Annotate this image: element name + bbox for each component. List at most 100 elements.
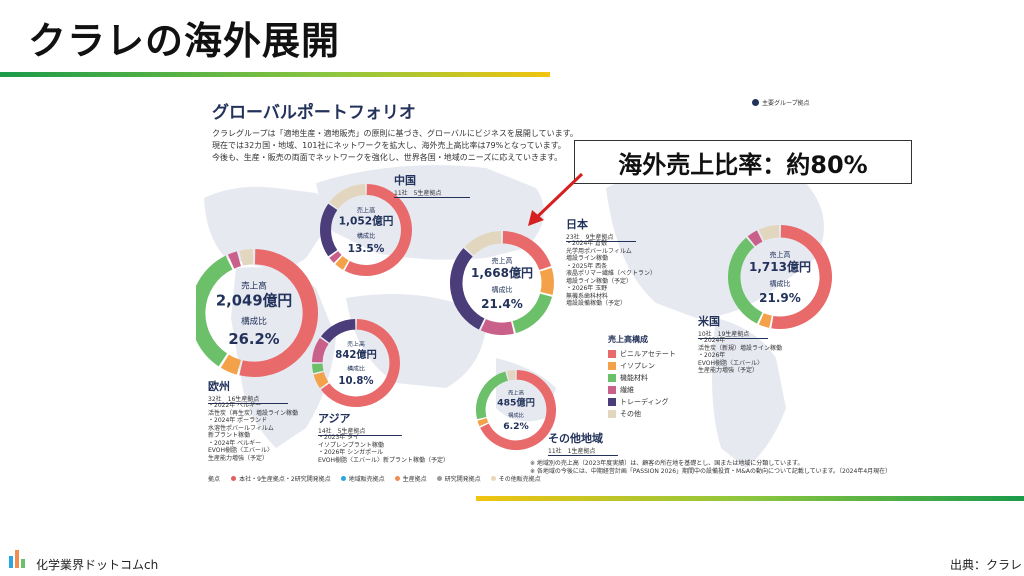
- china-label-ratio: 構成比: [357, 232, 376, 240]
- legend-label: その他: [620, 410, 641, 418]
- other-ratio-value: 6.2%: [503, 421, 529, 432]
- legend-label: 繊維: [620, 386, 634, 394]
- region-sub: 11社 1生産拠点: [548, 448, 596, 455]
- legend-item: ビニルアセテート: [608, 348, 676, 360]
- key-items: 本社・9生産拠点・2研究開発拠点 地域販売拠点 生産拠点 研究開発拠点 その他販売拠点: [231, 466, 551, 485]
- key-label: 生産拠点: [402, 476, 427, 483]
- japan-ratio-value: 21.4%: [481, 297, 523, 311]
- region-name: 欧州: [208, 380, 230, 393]
- asia-ratio-value: 10.8%: [338, 376, 373, 387]
- legend-swatch: [608, 362, 616, 370]
- asia-slice-0: [320, 319, 400, 407]
- panel-title: グローバルポートフォリオ: [212, 103, 416, 123]
- legend-item: 機能材料: [608, 372, 676, 384]
- legend-swatch: [608, 386, 616, 394]
- other-sales-value: 485億円: [497, 396, 535, 408]
- note-line: 活性炭（新規）増設ライン稼働: [698, 344, 783, 352]
- china-slice-3: [329, 251, 342, 263]
- region-sub: 23社 9生産拠点: [566, 234, 614, 241]
- japan-slice-3: [480, 318, 514, 335]
- region-japan: 日本 23社 9生産拠点: [566, 216, 636, 242]
- legend-item: イソプレン: [608, 360, 676, 372]
- key-label: その他販売拠点: [498, 476, 541, 483]
- title-underline: [0, 72, 550, 77]
- region-asia: アジア 14社 5生産拠点: [318, 410, 402, 436]
- footer-source: 出典：クラレ: [950, 558, 1023, 572]
- legend-items: ビニルアセテート イソプレン 機能材料 繊維 トレーディング その他: [608, 348, 676, 420]
- usa-slice-2: [728, 237, 763, 324]
- china-label-sales: 売上高: [357, 206, 376, 214]
- region-name: 米国: [698, 315, 720, 328]
- key-item: 生産拠点: [394, 474, 427, 483]
- europe-slice-1: [220, 354, 242, 375]
- china-slice-1: [335, 255, 349, 270]
- europe-sales-value: 2,049億円: [216, 292, 292, 310]
- legend-swatch: [608, 350, 616, 358]
- intro-line-3: 今後も、生産・販売の両面でネットワークを強化し、世界各国・地域のニーズに応えてい…: [212, 153, 563, 162]
- note-line: 無機系歯科材料: [566, 292, 609, 300]
- japan-slice-0: [502, 231, 552, 271]
- china-sales-value: 1,052億円: [339, 215, 394, 228]
- hq-legend: 主要グループ拠点: [752, 98, 810, 107]
- key-dot-icon: [394, 476, 400, 481]
- other-slice-1: [477, 418, 489, 427]
- note-line: 生産能力増強（予定）: [208, 454, 269, 462]
- key-dot-icon: [340, 476, 346, 481]
- europe-slice-3: [227, 251, 242, 269]
- note-line: 活性炭（再生炭）増設ライン稼働: [208, 409, 299, 417]
- note-line: ・2023年 タイ: [318, 434, 360, 441]
- usa-label-ratio: 構成比: [770, 279, 791, 288]
- note-line: ・2024年 ベルギー: [208, 439, 262, 447]
- note-line: EVOH樹脂〈エバール〉: [698, 359, 764, 367]
- legend-label: イソプレン: [620, 362, 655, 370]
- note-line: ・2024年: [698, 337, 726, 344]
- note-line: 新プラント稼働: [208, 432, 251, 439]
- region-china: 中国 11社 5生産拠点: [394, 172, 470, 198]
- japan-slice-1: [539, 267, 554, 295]
- note-line: ・2024年 ポーランド: [208, 417, 268, 424]
- site-key: 拠点 本社・9生産拠点・2研究開発拠点 地域販売拠点 生産拠点 研究開発拠点 その他販売…: [208, 466, 551, 485]
- asia-slice-4: [320, 319, 356, 344]
- usa-slice-3: [747, 230, 763, 247]
- legend-title: 売上高構成: [608, 335, 648, 344]
- japan-slice-4: [450, 248, 485, 330]
- note-line: 増設設備稼働（予定）: [566, 300, 627, 307]
- note-line: 増設ライン稼働: [566, 255, 609, 262]
- callout-arrow-icon: [528, 172, 584, 226]
- asia-sales-value: 842億円: [335, 348, 376, 361]
- asia-slice-1: [313, 371, 329, 389]
- japan-slice-2: [512, 293, 553, 334]
- other-label-sales: 売上高: [508, 389, 525, 397]
- note-line: ・2026年: [698, 352, 726, 359]
- other-slice-0: [480, 370, 556, 450]
- legend-item: その他: [608, 408, 676, 420]
- region-sub: 32社 16生産拠点: [208, 396, 260, 403]
- donut-charts: 売上高1,052億円構成比13.5%売上高1,668億円構成比21.4%売上高2…: [196, 184, 832, 450]
- other-slice-5: [506, 370, 516, 381]
- intro-line-1: クラレグループは「適地生産・適地販売」の原則に基づき、グローバルにビジネスを展開…: [212, 129, 578, 138]
- japan-sales-value: 1,668億円: [471, 265, 533, 280]
- legend-swatch: [608, 374, 616, 382]
- usa-label-sales: 売上高: [770, 250, 791, 259]
- note-line: ・2024年 倉敷: [566, 240, 608, 247]
- other-slice-2: [476, 371, 509, 420]
- europe-slice-2: [196, 255, 233, 367]
- asia-slice-3: [312, 337, 329, 363]
- europe-slice-5: [239, 249, 254, 266]
- other-label-ratio: 構成比: [508, 411, 525, 419]
- europe-label-ratio: 構成比: [241, 315, 267, 327]
- hq-marker-icon: [752, 99, 759, 106]
- key-label: 研究開発拠点: [444, 476, 481, 483]
- note-line: 水溶性ポバールフィルム: [208, 424, 274, 432]
- asia-notes: ・2023年 タイ イソプレンプラント稼働 ・2026年 シンガポール EVOH…: [318, 434, 449, 464]
- asia-slice-2: [312, 363, 324, 374]
- region-name: 中国: [394, 174, 416, 187]
- note-line: EVOH樹脂〈エバール〉: [208, 447, 274, 454]
- china-ratio-value: 13.5%: [348, 242, 385, 255]
- region-name: 日本: [566, 218, 588, 231]
- note-line: 液晶ポリマー繊維（ベクトラン）: [566, 270, 657, 277]
- japan-label-sales: 売上高: [492, 256, 513, 265]
- europe-slice-0: [239, 249, 318, 377]
- usa-slice-0: [771, 225, 832, 329]
- region-other: その他地域 11社 1生産拠点: [548, 430, 618, 456]
